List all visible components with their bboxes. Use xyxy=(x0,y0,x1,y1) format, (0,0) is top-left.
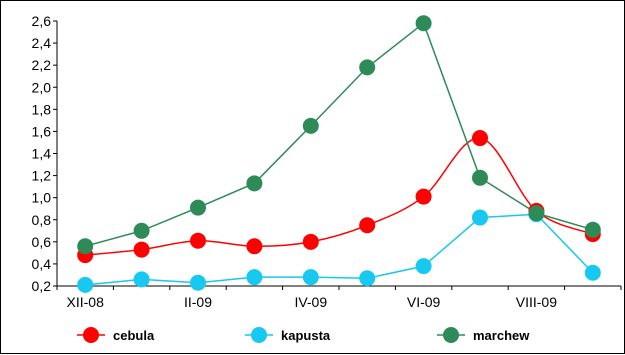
x-tick-label: II-09 xyxy=(184,294,212,310)
data-point-kapusta xyxy=(190,274,206,291)
data-point-marchew xyxy=(472,169,488,186)
data-point-marchew xyxy=(359,59,376,76)
data-point-cebula xyxy=(359,217,376,234)
series-line-marchew xyxy=(85,21,594,247)
data-point-cebula xyxy=(190,232,206,249)
series-line-cebula xyxy=(85,137,594,256)
data-point-marchew xyxy=(415,15,432,32)
data-point-kapusta xyxy=(584,264,601,281)
data-point-kapusta xyxy=(359,270,376,287)
y-tick-label: 2,2 xyxy=(32,57,52,73)
data-point-marchew xyxy=(584,221,601,238)
data-point-kapusta xyxy=(415,258,432,275)
y-tick-label: 0,6 xyxy=(32,234,52,250)
y-tick-label: 0,8 xyxy=(32,212,52,228)
data-point-cebula xyxy=(246,238,263,255)
data-point-cebula xyxy=(415,188,432,205)
x-axis-ticks: XII-08 II-09 IV-09 VI-09 VIII-09 xyxy=(56,286,622,310)
data-point-marchew xyxy=(246,175,263,192)
data-point-marchew xyxy=(302,117,319,134)
data-point-marchew xyxy=(77,238,94,255)
y-tick-label: 1,8 xyxy=(32,101,52,117)
x-tick-label: IV-09 xyxy=(294,294,327,310)
y-axis-ticks: 0,2 0,4 0,6 0,8 1,0 1,2 1,4 1,6 1,8 2,0 2,2 2,4 2,6 xyxy=(32,13,57,294)
legend-label-marchew: marchew xyxy=(473,328,530,343)
y-tick-label: 1,0 xyxy=(32,190,52,206)
data-point-cebula xyxy=(133,241,150,258)
legend-marker-cebula xyxy=(83,327,99,343)
y-tick-label: 2,0 xyxy=(32,79,52,95)
y-tick-label: 1,2 xyxy=(32,168,52,184)
y-tick-label: 1,6 xyxy=(32,123,52,139)
data-point-kapusta xyxy=(472,209,488,226)
data-point-kapusta xyxy=(77,276,94,293)
x-tick-label: XII-08 xyxy=(67,294,105,310)
legend-marker-marchew xyxy=(443,327,459,343)
y-tick-label: 0,2 xyxy=(32,278,52,294)
x-tick-label: VI-09 xyxy=(407,294,441,310)
data-point-cebula xyxy=(472,130,488,147)
y-tick-label: 2,6 xyxy=(32,13,52,29)
legend-label-cebula: cebula xyxy=(113,328,155,343)
y-tick-label: 1,4 xyxy=(32,146,52,162)
y-tick-label: 0,4 xyxy=(32,256,52,272)
legend: cebula kapusta marchew xyxy=(77,327,530,343)
data-point-kapusta xyxy=(246,269,263,286)
series-line-kapusta xyxy=(85,213,594,286)
data-point-marchew xyxy=(133,222,150,239)
legend-marker-kapusta xyxy=(251,327,267,343)
data-point-marchew xyxy=(528,205,545,222)
data-point-kapusta xyxy=(133,271,150,288)
data-point-kapusta xyxy=(302,269,319,286)
series-points xyxy=(77,15,601,293)
y-tick-label: 2,4 xyxy=(32,35,52,51)
data-point-marchew xyxy=(190,199,206,216)
series-lines xyxy=(85,21,594,286)
x-tick-label: VIII-09 xyxy=(516,294,557,310)
data-point-cebula xyxy=(302,233,319,250)
legend-label-kapusta: kapusta xyxy=(281,328,331,343)
